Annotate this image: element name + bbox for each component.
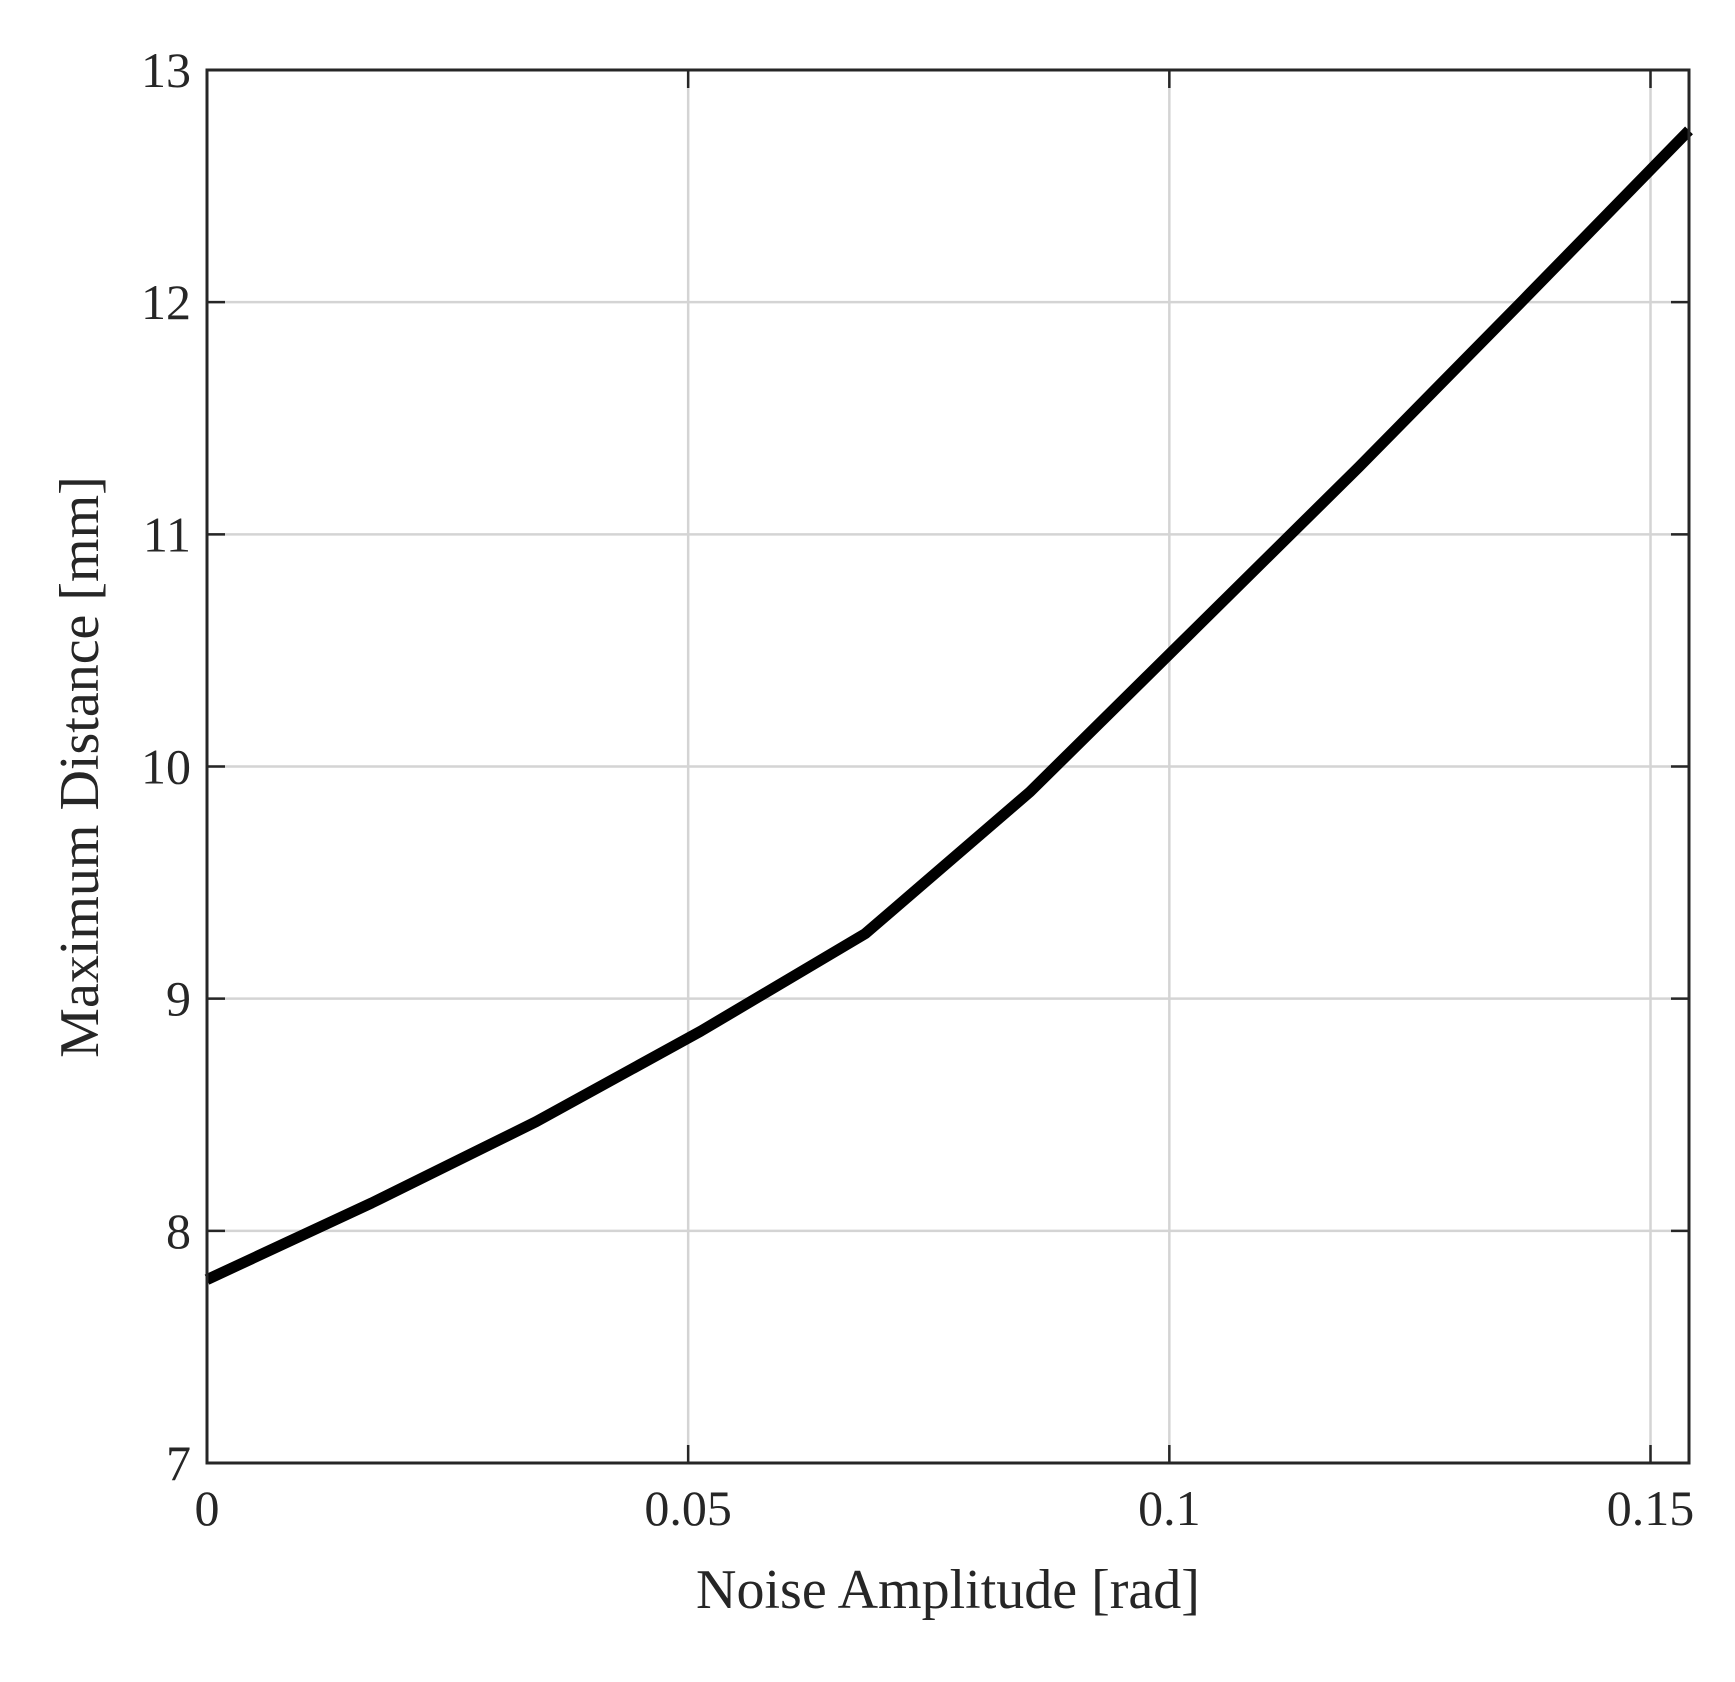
x-tick-label: 0.15 <box>1607 1480 1695 1536</box>
x-axis-title: Noise Amplitude [rad] <box>696 1559 1200 1621</box>
y-tick-label: 8 <box>166 1203 191 1259</box>
y-axis-title: Maximum Distance [mm] <box>49 476 111 1058</box>
y-tick-label: 10 <box>141 739 191 795</box>
x-tick-label: 0.05 <box>644 1480 732 1536</box>
grid <box>207 70 1689 1463</box>
series-line <box>204 126 1693 1285</box>
x-tick-label: 0.1 <box>1138 1480 1201 1536</box>
y-tick-label: 7 <box>166 1435 191 1491</box>
tick-labels: 0 0.05 0.1 0.15 7 8 9 10 11 12 13 <box>141 42 1694 1536</box>
y-tick-label: 11 <box>143 506 191 562</box>
x-tick-label: 0 <box>195 1480 220 1536</box>
y-tick-label: 13 <box>141 42 191 98</box>
ticks <box>205 68 1689 1465</box>
y-tick-label: 9 <box>166 971 191 1027</box>
series-layer <box>204 126 1693 1285</box>
y-tick-label: 12 <box>141 274 191 330</box>
